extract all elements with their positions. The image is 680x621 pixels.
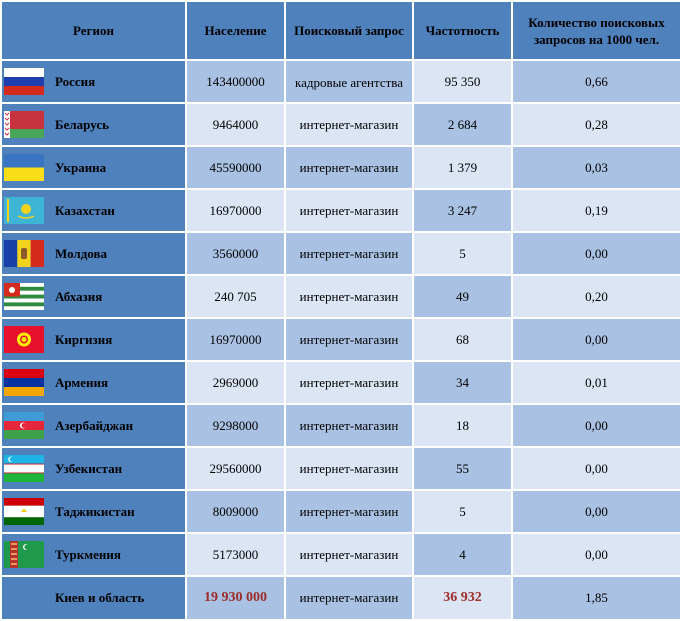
count-cell: 1,85 xyxy=(511,575,680,621)
query-cell: интернет-магазин xyxy=(284,403,414,448)
frequency-cell: 1 379 xyxy=(412,145,513,190)
region-name: Армения xyxy=(55,374,109,390)
frequency-cell: 95 350 xyxy=(412,59,513,104)
table-row: Азербайджан 9298000 интернет-магазин 18 … xyxy=(0,403,680,448)
frequency-cell: 3 247 xyxy=(412,188,513,233)
count-cell: 0,20 xyxy=(511,274,680,319)
table-row: Абхазия 240 705 интернет-магазин 49 0,20 xyxy=(0,274,680,319)
population-cell: 9298000 xyxy=(185,403,286,448)
population-cell: 29560000 xyxy=(185,446,286,491)
table-row: Туркмения 5173000 интернет-магазин 4 0,0… xyxy=(0,532,680,577)
abkhazia-flag-icon xyxy=(4,283,44,310)
region-name: Узбекистан xyxy=(55,460,123,476)
population-cell: 143400000 xyxy=(185,59,286,104)
population-cell: 5173000 xyxy=(185,532,286,577)
table-row: Таджикистан 8009000 интернет-магазин 5 0… xyxy=(0,489,680,534)
russia-flag-icon xyxy=(4,68,44,95)
region-name: Беларусь xyxy=(55,116,109,132)
frequency-cell: 5 xyxy=(412,231,513,276)
header-query: Поисковый запрос xyxy=(284,0,414,61)
count-cell: 0,19 xyxy=(511,188,680,233)
population-cell: 16970000 xyxy=(185,317,286,362)
region-name: Киев и область xyxy=(55,590,145,605)
region-name: Украина xyxy=(55,159,107,175)
count-cell: 0,00 xyxy=(511,317,680,362)
tajikistan-flag-icon xyxy=(4,498,44,525)
population-cell: 45590000 xyxy=(185,145,286,190)
population-cell: 240 705 xyxy=(185,274,286,319)
table-row: Беларусь 9464000 интернет-магазин 2 684 … xyxy=(0,102,680,147)
population-cell: 3560000 xyxy=(185,231,286,276)
turkmenistan-flag-icon xyxy=(4,541,44,568)
uzbekistan-flag-icon xyxy=(4,455,44,482)
query-cell: интернет-магазин xyxy=(284,446,414,491)
frequency-cell: 36 932 xyxy=(412,575,513,621)
count-cell: 0,00 xyxy=(511,403,680,448)
region-name: Таджикистан xyxy=(55,503,135,519)
count-cell: 0,00 xyxy=(511,532,680,577)
query-cell: интернет-магазин xyxy=(284,231,414,276)
header-count: Количество поисковых запросов на 1000 че… xyxy=(511,0,680,61)
count-cell: 0,01 xyxy=(511,360,680,405)
population-cell: 8009000 xyxy=(185,489,286,534)
header-region: Регион xyxy=(0,0,187,61)
frequency-cell: 5 xyxy=(412,489,513,534)
frequency-cell: 34 xyxy=(412,360,513,405)
query-cell: интернет-магазин xyxy=(284,489,414,534)
table-row: Россия 143400000 кадровые агентства 95 3… xyxy=(0,59,680,104)
header-frequency: Частотность xyxy=(412,0,513,61)
query-cell: интернет-магазин xyxy=(284,532,414,577)
population-cell: 16970000 xyxy=(185,188,286,233)
query-cell: интернет-магазин xyxy=(284,188,414,233)
count-cell: 0,00 xyxy=(511,489,680,534)
region-name: Туркмения xyxy=(55,546,121,562)
frequency-cell: 49 xyxy=(412,274,513,319)
frequency-cell: 18 xyxy=(412,403,513,448)
population-cell: 19 930 000 xyxy=(185,575,286,621)
kyrgyzstan-flag-icon xyxy=(4,326,44,353)
kazakhstan-flag-icon xyxy=(4,197,44,224)
query-cell: интернет-магазин xyxy=(284,575,414,621)
count-cell: 0,00 xyxy=(511,231,680,276)
frequency-cell: 2 684 xyxy=(412,102,513,147)
table-row: Молдова 3560000 интернет-магазин 5 0,00 xyxy=(0,231,680,276)
query-cell: интернет-магазин xyxy=(284,317,414,362)
table-row: Киев и область 19 930 000 интернет-магаз… xyxy=(0,575,680,621)
query-cell: интернет-магазин xyxy=(284,274,414,319)
count-cell: 0,66 xyxy=(511,59,680,104)
frequency-cell: 4 xyxy=(412,532,513,577)
frequency-cell: 68 xyxy=(412,317,513,362)
region-name: Азербайджан xyxy=(55,417,134,433)
count-cell: 0,00 xyxy=(511,446,680,491)
ukraine-flag-icon xyxy=(4,154,44,181)
armenia-flag-icon xyxy=(4,369,44,396)
population-cell: 9464000 xyxy=(185,102,286,147)
region-name: Казахстан xyxy=(55,202,115,218)
count-cell: 0,03 xyxy=(511,145,680,190)
region-name: Россия xyxy=(55,73,96,89)
count-cell: 0,28 xyxy=(511,102,680,147)
table-row: Армения 2969000 интернет-магазин 34 0,01 xyxy=(0,360,680,405)
table-row: Узбекистан 29560000 интернет-магазин 55 … xyxy=(0,446,680,491)
population-cell: 2969000 xyxy=(185,360,286,405)
region-name: Киргизия xyxy=(55,331,113,347)
table-row: Украина 45590000 интернет-магазин 1 379 … xyxy=(0,145,680,190)
region-name: Молдова xyxy=(55,245,107,261)
region-name: Абхазия xyxy=(55,288,103,304)
table-header-row: Регион Население Поисковый запрос Частот… xyxy=(0,0,680,61)
belarus-flag-icon xyxy=(4,111,44,138)
frequency-cell: 55 xyxy=(412,446,513,491)
azerbaijan-flag-icon xyxy=(4,412,44,439)
query-cell: интернет-магазин xyxy=(284,360,414,405)
table-row: Казахстан 16970000 интернет-магазин 3 24… xyxy=(0,188,680,233)
query-cell: кадровые агентства xyxy=(284,59,414,104)
query-cell: интернет-магазин xyxy=(284,102,414,147)
header-population: Население xyxy=(185,0,286,61)
query-cell: интернет-магазин xyxy=(284,145,414,190)
moldova-flag-icon xyxy=(4,240,44,267)
table-row: Киргизия 16970000 интернет-магазин 68 0,… xyxy=(0,317,680,362)
